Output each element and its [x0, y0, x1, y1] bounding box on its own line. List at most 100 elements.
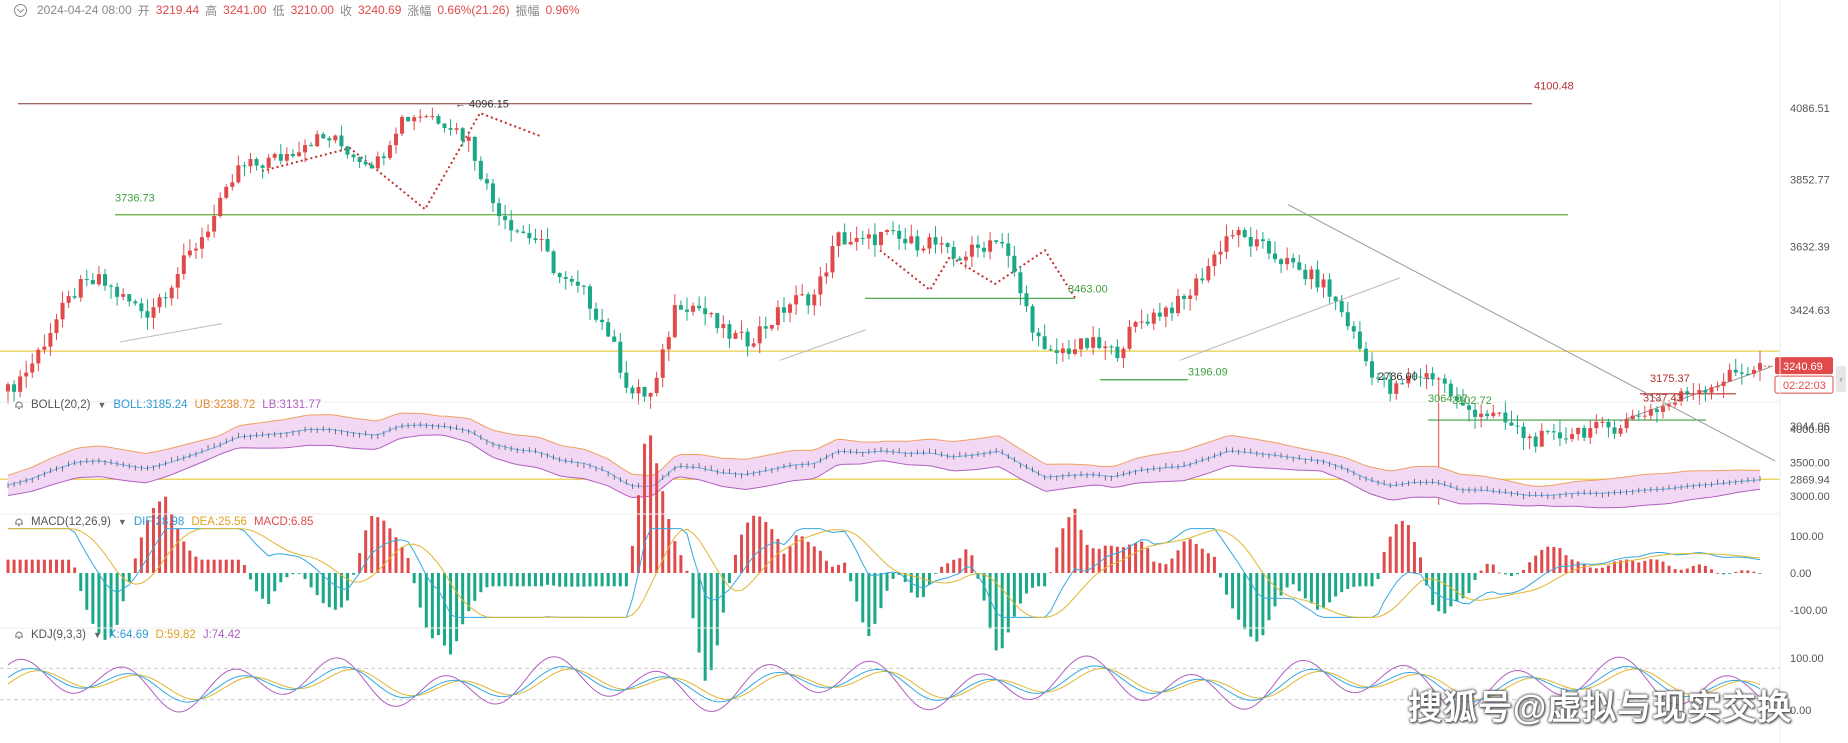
candle-body: [903, 238, 908, 244]
macd-histogram-bar: [1697, 564, 1701, 573]
macd-histogram-bar: [424, 573, 428, 629]
macd-histogram-bar: [461, 573, 465, 625]
candle-body: [1745, 373, 1750, 375]
candle-body: [230, 182, 235, 187]
candle: [921, 245, 926, 253]
candle: [927, 233, 932, 255]
candle-body: [1085, 338, 1090, 348]
candle: [369, 161, 374, 169]
candle: [151, 298, 156, 329]
candle: [594, 302, 599, 323]
candle-body: [891, 230, 896, 232]
candle-body: [1576, 427, 1581, 435]
macd-histogram-bar: [1710, 569, 1714, 573]
candle-body: [1115, 346, 1120, 359]
macd-histogram-bar: [1685, 568, 1689, 573]
candle-body: [1036, 332, 1041, 337]
macd-histogram-bar: [327, 573, 331, 608]
candle: [121, 288, 126, 301]
macd-histogram-bar: [564, 573, 568, 587]
candle-body: [254, 159, 259, 166]
candle: [1721, 373, 1726, 399]
kdj-legend[interactable]: KDJ(9,3,3) ▼ K:64.69 D:59.82 J:74.42: [14, 629, 241, 641]
candle: [1661, 401, 1666, 419]
candle: [1606, 418, 1611, 438]
candle-body: [1491, 412, 1496, 417]
macd-histogram-bar: [255, 573, 259, 592]
candle-body: [1527, 436, 1532, 439]
macd-histogram-bar: [188, 550, 192, 573]
candle: [115, 282, 120, 306]
boll-upper-line: [7, 412, 1761, 487]
macd-histogram-bar: [6, 559, 10, 573]
macd-legend[interactable]: MACD(12,26,9) ▼ DIF:28.98 DEA:25.56 MACD…: [14, 516, 313, 528]
bell-icon[interactable]: [14, 517, 24, 527]
bell-icon[interactable]: [14, 400, 24, 410]
candle: [587, 284, 592, 321]
macd-histogram-bar: [1419, 557, 1423, 573]
candle-body: [400, 116, 405, 134]
candle-body: [1570, 434, 1575, 439]
candle: [484, 173, 489, 190]
bell-icon[interactable]: [14, 630, 24, 640]
macd-histogram-bar: [521, 573, 525, 587]
candle: [145, 299, 150, 330]
macd-histogram-bar: [921, 573, 925, 598]
side-collapse-handle[interactable]: ‹: [1836, 366, 1846, 392]
dropdown-triangle-icon[interactable]: ▼: [97, 400, 107, 410]
macd-histogram-bar: [1655, 559, 1659, 573]
macd-histogram-bar: [230, 559, 234, 573]
candle-body: [1376, 377, 1381, 379]
candle-body: [624, 372, 629, 388]
macd-histogram-bar: [36, 559, 40, 573]
macd-histogram-bar: [394, 537, 398, 573]
macd-histogram-bar: [218, 559, 222, 573]
macd-histogram-bar: [1237, 573, 1241, 620]
candle: [1242, 227, 1247, 239]
dropdown-triangle-icon[interactable]: ▼: [117, 517, 127, 527]
candle: [866, 228, 871, 250]
macd-histogram-bar: [618, 573, 622, 587]
price-tick-label: 4086.51: [1790, 103, 1830, 115]
candle: [933, 226, 938, 254]
candle-body: [866, 234, 871, 239]
macd-histogram-bar: [1225, 573, 1229, 595]
trendline-descending: [1287, 204, 1776, 462]
candle-body: [988, 240, 993, 252]
candle: [1230, 229, 1235, 240]
candle-body: [818, 276, 823, 295]
candle-body: [569, 278, 574, 282]
boll-mid-line: [7, 424, 1761, 496]
candle: [309, 142, 314, 147]
candle: [1042, 324, 1047, 350]
candle: [175, 267, 180, 300]
candle: [236, 155, 241, 184]
candle-body: [1442, 378, 1447, 384]
candle: [406, 116, 411, 122]
candle: [109, 284, 114, 299]
candle-body: [151, 307, 156, 318]
candle: [424, 114, 429, 118]
dropdown-triangle-icon[interactable]: ▼: [92, 630, 102, 640]
candle: [563, 271, 568, 290]
macd-histogram-bar: [679, 555, 683, 573]
candle-body: [812, 294, 817, 306]
candle-body: [1636, 415, 1641, 417]
macd-histogram-bar: [576, 573, 580, 587]
macd-histogram-bar: [770, 529, 774, 573]
macd-histogram-bar: [630, 545, 634, 573]
candle: [1509, 410, 1514, 427]
collapse-chevron-icon[interactable]: [14, 3, 27, 17]
boll-legend[interactable]: BOLL(20,2) ▼ BOLL:3185.24 UB:3238.72 LB:…: [14, 399, 321, 411]
candle-body: [1588, 428, 1593, 438]
candle: [521, 225, 526, 234]
macd-histogram-bar: [1158, 563, 1162, 573]
kdj-d-line: [7, 667, 1761, 701]
price-tick-label: 3852.77: [1790, 174, 1830, 186]
candle-body: [315, 134, 320, 147]
macd-histogram-bar: [1043, 573, 1047, 587]
candle-body: [581, 285, 586, 287]
candle-body: [1515, 425, 1520, 427]
macd-histogram-bar: [1194, 544, 1198, 573]
